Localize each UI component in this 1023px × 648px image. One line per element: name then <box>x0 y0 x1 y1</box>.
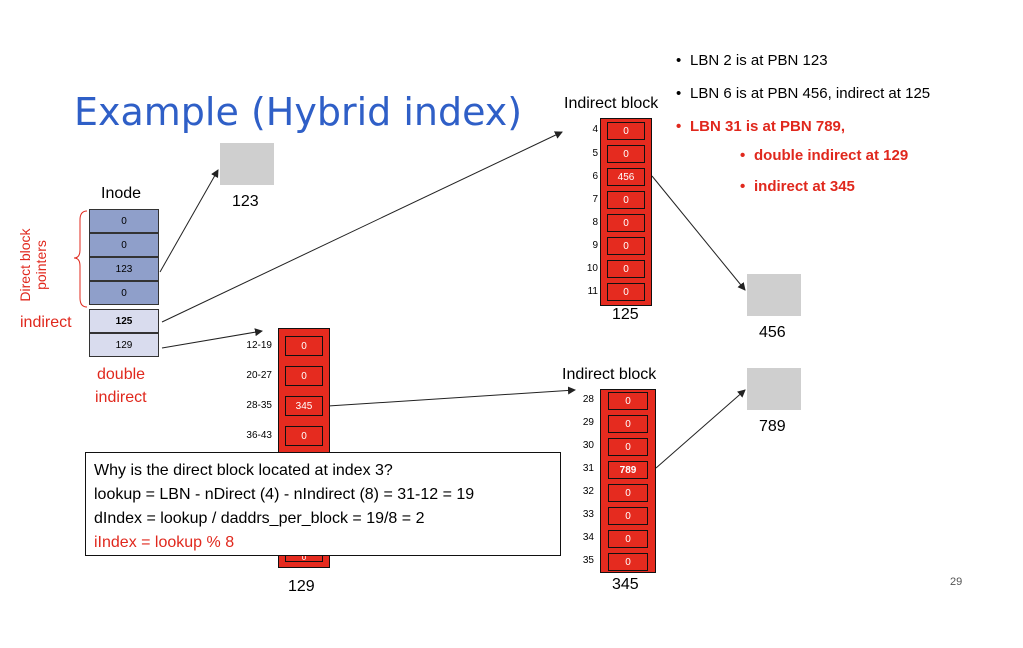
block-entry: 0 <box>607 260 645 278</box>
inode-table: 0 0 123 0 125 129 <box>89 209 159 361</box>
block-index: 9 <box>560 240 598 251</box>
block-entry: 0 <box>285 426 323 446</box>
block-index: 34 <box>566 532 594 543</box>
block-index: 28-35 <box>224 400 272 411</box>
block-entry: 0 <box>608 438 648 456</box>
arrow-345-to-789 <box>656 390 745 468</box>
inode-cell: 0 <box>89 281 159 305</box>
data-block-123 <box>220 143 274 185</box>
block-index: 4 <box>560 124 598 135</box>
block-entry: 0 <box>607 122 645 140</box>
direct-pointers-brace <box>74 211 87 307</box>
inode-cell: 123 <box>89 257 159 281</box>
block-index: 35 <box>566 555 594 566</box>
block-entry: 0 <box>608 530 648 548</box>
block-entry: 456 <box>607 168 645 186</box>
data-block-label: 123 <box>232 193 259 211</box>
block-index: 32 <box>566 486 594 497</box>
inode-cell: 0 <box>89 233 159 257</box>
indirect-block-345-heading: Indirect block <box>562 366 656 384</box>
note-line: Why is the direct block located at index… <box>94 459 552 483</box>
arrow-125-to-456 <box>652 176 745 290</box>
bullet-subitem: •double indirect at 129 <box>754 147 908 164</box>
block-index: 5 <box>560 148 598 159</box>
block-index: 7 <box>560 194 598 205</box>
bullet-item: •LBN 6 is at PBN 456, indirect at 125 <box>690 85 930 102</box>
data-block-789 <box>747 368 801 410</box>
inode-label: Inode <box>101 185 141 203</box>
inode-cell-double-indirect: 129 <box>89 333 159 357</box>
block-index: 28 <box>566 394 594 405</box>
block-index: 12-19 <box>224 340 272 351</box>
direct-block-pointers-label: Direct block pointers <box>17 205 51 325</box>
block-entry: 0 <box>285 336 323 356</box>
block-index: 20-27 <box>224 370 272 381</box>
inode-cell-indirect: 125 <box>89 309 159 333</box>
block-entry: 0 <box>607 191 645 209</box>
explanation-note: Why is the direct block located at index… <box>85 452 561 556</box>
slide-title: Example (Hybrid index) <box>74 90 522 134</box>
block-entry: 0 <box>607 145 645 163</box>
block-index: 6 <box>560 171 598 182</box>
indirect-block-345: 28 29 30 31 32 33 34 35 0 0 0 789 0 0 0 … <box>566 389 666 575</box>
block-index: 31 <box>566 463 594 474</box>
arrow-129-to-345 <box>328 390 575 406</box>
double-indirect-label-line1: double <box>97 366 145 384</box>
data-block-456 <box>747 274 801 316</box>
double-indirect-block-129-label: 129 <box>288 578 315 596</box>
bullet-text: double indirect at 129 <box>754 147 908 164</box>
indirect-block-125: 4 5 6 7 8 9 10 11 0 0 456 0 0 0 0 0 <box>560 118 660 308</box>
indirect-block-125-label: 125 <box>612 306 639 324</box>
bullet-text: LBN 31 is at PBN 789, <box>690 118 845 135</box>
indirect-label: indirect <box>20 314 72 332</box>
block-entry: 789 <box>608 461 648 479</box>
block-index: 10 <box>560 263 598 274</box>
note-line: dIndex = lookup / daddrs_per_block = 19/… <box>94 507 552 531</box>
block-entry: 0 <box>608 415 648 433</box>
block-entry: 0 <box>608 484 648 502</box>
block-index: 33 <box>566 509 594 520</box>
block-entry: 0 <box>608 392 648 410</box>
block-index: 11 <box>560 286 598 297</box>
block-entry: 0 <box>607 283 645 301</box>
bullet-text: LBN 6 is at PBN 456, indirect at 125 <box>690 85 930 102</box>
data-block-label: 789 <box>759 418 786 436</box>
bullet-text: LBN 2 is at PBN 123 <box>690 52 828 69</box>
block-entry: 0 <box>608 507 648 525</box>
bullet-item: •LBN 2 is at PBN 123 <box>690 52 828 69</box>
indirect-block-345-label: 345 <box>612 576 639 594</box>
block-index: 30 <box>566 440 594 451</box>
note-line: iIndex = lookup % 8 <box>94 531 552 555</box>
block-index: 36-43 <box>224 430 272 441</box>
block-index: 29 <box>566 417 594 428</box>
page-number: 29 <box>950 576 962 588</box>
block-index: 8 <box>560 217 598 228</box>
double-indirect-label-line2: indirect <box>95 389 147 407</box>
block-entry: 0 <box>607 237 645 255</box>
data-block-label: 456 <box>759 324 786 342</box>
inode-cell: 0 <box>89 209 159 233</box>
indirect-block-125-heading: Indirect block <box>564 95 658 113</box>
block-entry: 0 <box>285 366 323 386</box>
block-entry: 0 <box>608 553 648 571</box>
arrow-inode-to-123 <box>160 170 218 272</box>
note-line: lookup = LBN - nDirect (4) - nIndirect (… <box>94 483 552 507</box>
block-entry: 0 <box>607 214 645 232</box>
bullet-subitem: •indirect at 345 <box>754 178 855 195</box>
bullet-item: •LBN 31 is at PBN 789, <box>690 118 845 135</box>
bullet-text: indirect at 345 <box>754 178 855 195</box>
block-entry: 345 <box>285 396 323 416</box>
